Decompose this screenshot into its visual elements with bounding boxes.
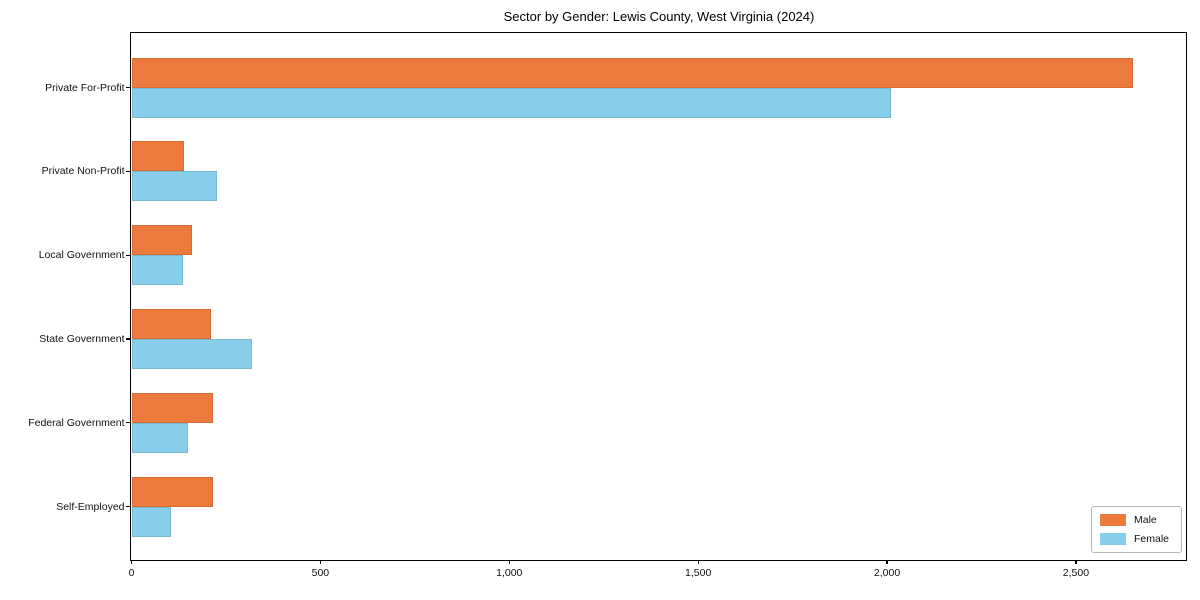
y-tick-label: Local Government	[38, 249, 125, 262]
bar-male-5	[131, 476, 213, 507]
bar-male-4	[131, 392, 213, 423]
bar-male-1	[131, 141, 185, 172]
y-tick-mark	[126, 86, 131, 89]
x-tick-label: 1,000	[496, 566, 523, 579]
bar-female-3	[131, 338, 253, 369]
x-tick-label: 1,500	[685, 566, 712, 579]
legend: Male Female	[1090, 506, 1182, 553]
y-tick-mark	[126, 505, 131, 508]
x-tick-mark	[130, 559, 133, 564]
x-tick-label: 0	[128, 566, 135, 579]
y-tick-label: Private For-Profit	[45, 81, 125, 94]
y-tick-mark	[126, 422, 131, 424]
y-tick-label: Federal Government	[28, 416, 125, 429]
y-tick-label: State Government	[39, 332, 125, 345]
female-series-swatch	[1099, 533, 1126, 545]
bar-male-2	[131, 225, 192, 256]
x-tick-label: 500	[311, 566, 330, 579]
bar-male-3	[131, 308, 211, 339]
x-tick-mark	[508, 559, 510, 564]
legend-label-female: Female	[1133, 533, 1169, 545]
y-tick-mark	[126, 338, 131, 340]
bar-female-4	[131, 422, 189, 453]
y-tick-label: Private Non-Profit	[41, 165, 125, 178]
x-tick-mark	[697, 559, 699, 564]
legend-item-female: Female	[1099, 533, 1169, 545]
bar-female-1	[131, 171, 217, 202]
x-tick-mark	[1075, 559, 1077, 564]
x-tick-mark	[886, 559, 888, 564]
bar-male-0	[131, 57, 1133, 88]
bar-female-2	[131, 255, 183, 286]
male-series-swatch	[1099, 514, 1126, 526]
legend-label-male: Male	[1133, 514, 1157, 526]
x-tick-label: 2,000	[873, 566, 901, 579]
chart-title: Sector by Gender: Lewis County, West Vir…	[503, 9, 815, 24]
y-tick-label: Self-Employed	[56, 500, 125, 513]
x-tick-mark	[319, 559, 322, 564]
y-tick-mark	[126, 170, 131, 172]
bar-female-0	[131, 87, 891, 118]
y-tick-mark	[126, 254, 131, 256]
bar-female-5	[131, 506, 172, 537]
legend-item-male: Male	[1099, 514, 1169, 526]
plot-area	[130, 32, 1187, 561]
x-tick-label: 2,500	[1062, 566, 1090, 579]
